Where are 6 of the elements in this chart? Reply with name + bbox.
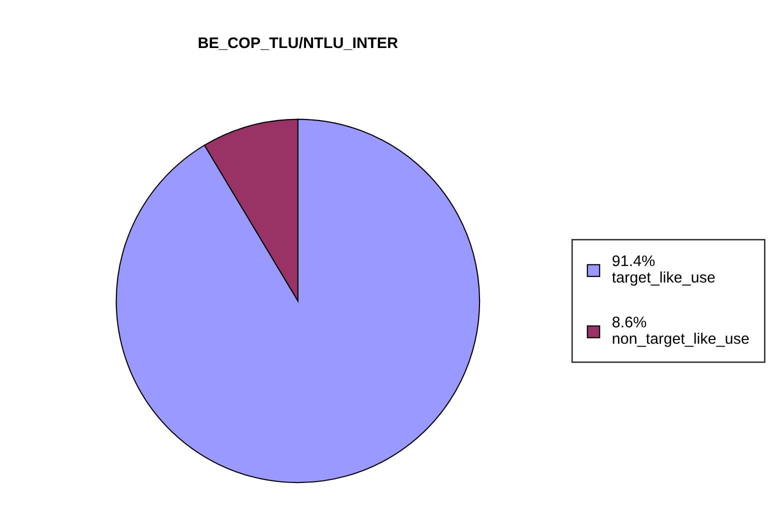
chart-title: BE_COP_TLU/NTLU_INTER [198,36,398,50]
legend-label: target_like_use [612,271,715,286]
pie-slice [116,118,480,484]
data-label: 91.4% [612,255,655,266]
legend-label: non_target_like_use [612,332,749,347]
data-label: 8.6% [612,316,646,328]
